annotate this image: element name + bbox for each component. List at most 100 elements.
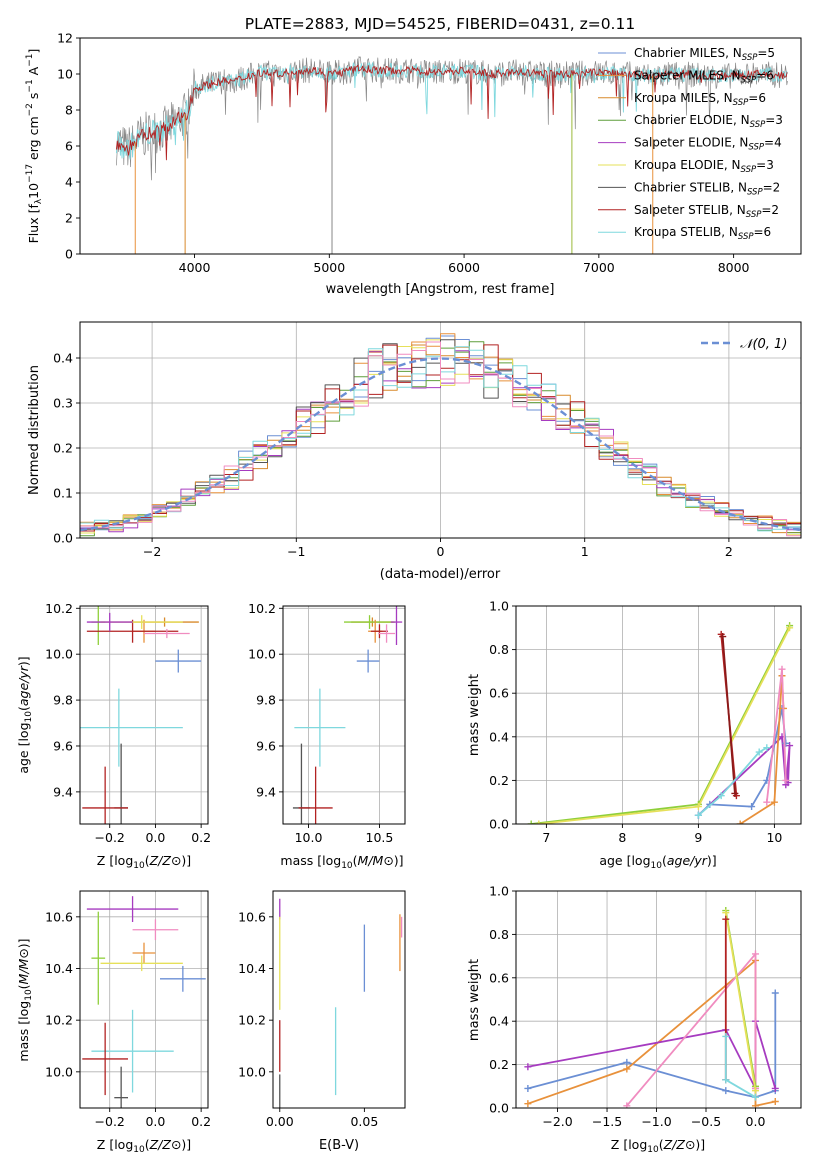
weight-point-marker (771, 989, 779, 997)
y-tick-label: 6 (65, 139, 73, 154)
x-tick-label: 8000 (718, 260, 750, 275)
weight-point-marker (751, 1102, 759, 1108)
weight-series-line (531, 625, 791, 824)
x-tick-label: 5000 (313, 260, 345, 275)
axes-frame (272, 890, 406, 1109)
axes-frame (515, 605, 802, 825)
y-tick-label: 10 (57, 67, 73, 82)
data-spectrum-line (116, 56, 788, 181)
x-tick-label: 0.0 (145, 1114, 165, 1129)
weight-point-marker (694, 803, 702, 811)
y-tick-label: 10.6 (238, 909, 266, 924)
legend-entry: Chabrier STELIB, NSSP=2 (634, 180, 780, 197)
y-tick-label: 10.0 (45, 1064, 73, 1079)
axes-frame (282, 605, 406, 825)
y-tick-label: 10.6 (45, 909, 73, 924)
x-tick-label: −0.2 (95, 1114, 125, 1129)
y-tick-label: 10.2 (45, 601, 73, 616)
plot-area (80, 322, 801, 538)
plot-area (516, 891, 801, 1108)
y-tick-label: 1.0 (489, 599, 509, 614)
weight-point-marker (623, 1102, 631, 1108)
x-tick-label: 9 (694, 830, 702, 845)
y-tick-label: 0.1 (53, 486, 73, 501)
chart-mass-weight-vs-Z: −2.0 −1.5 −1.0 −0.5 0.0 0.0 0.2 0.4 0.6 0.8 1.0 Z [… (467, 884, 802, 1155)
y-axis-label: Normed distribution (27, 365, 42, 495)
legend-entry: Chabrier ELODIE, NSSP=3 (634, 113, 783, 130)
x-tick-label: 8 (618, 830, 626, 845)
y-tick-label: 2 (65, 211, 73, 226)
x-tick-label: 0 (437, 544, 445, 559)
y-tick-label: 9.8 (53, 693, 73, 708)
y-tick-label: 4 (65, 175, 73, 190)
figure-title: PLATE=2883, MJD=54525, FIBERID=0431, z=0… (245, 15, 635, 33)
y-tick-label: 0.6 (489, 686, 509, 701)
plot-area (115, 56, 788, 254)
weight-series-line (538, 627, 791, 824)
weight-point-marker (623, 1065, 631, 1073)
weight-point-marker (755, 748, 763, 756)
weight-point-marker (782, 776, 790, 784)
y-tick-label: 0.2 (489, 1057, 509, 1072)
x-axis-label: wavelength [Angstrom, rest frame] (326, 282, 555, 297)
weight-point-marker (535, 820, 543, 824)
axes-frame (79, 37, 802, 255)
plot-area (80, 891, 208, 1108)
weight-series-line (721, 636, 736, 794)
axes-frame (515, 890, 802, 1109)
y-axis-label: Flux [fλ10−17 erg cm−2 s−1 A−1] (25, 49, 44, 244)
weight-point-marker (782, 739, 790, 747)
x-tick-label: −1 (287, 544, 305, 559)
y-tick-label: 0.2 (53, 441, 73, 456)
y-tick-label: 0.2 (489, 773, 509, 788)
y-tick-label: 10.2 (238, 1013, 266, 1028)
weight-point-marker (719, 633, 727, 641)
legend-entry: Kroupa STELIB, NSSP=6 (634, 225, 771, 242)
x-tick-label: −1.0 (641, 1114, 671, 1129)
axes-frame (79, 605, 209, 825)
y-tick-label: 0.0 (53, 531, 73, 546)
plot-area (516, 606, 801, 824)
x-tick-label: −2 (143, 544, 161, 559)
x-tick-label: 0.00 (266, 1114, 294, 1129)
x-tick-label: 7 (542, 830, 550, 845)
weight-point-marker (623, 1058, 631, 1066)
weight-series-line (697, 707, 787, 816)
x-tick-label: −0.2 (95, 830, 125, 845)
weight-point-marker (770, 798, 778, 806)
chart-residual-histogram: −2 −1 0 1 2 0.0 0.1 0.2 0.3 0.4 𝒩(0, 1) (data-model… (27, 321, 802, 582)
y-tick-label: 0.4 (489, 729, 509, 744)
x-tick-label: 0.2 (191, 1114, 211, 1129)
y-tick-label: 10.2 (45, 1013, 73, 1028)
y-tick-label: 0.6 (489, 970, 509, 985)
weight-point-marker (694, 811, 702, 819)
weight-point-marker (527, 820, 535, 824)
y-tick-label: 10.0 (45, 647, 73, 662)
chart-mass-vs-EBV: 0.00 0.05 10.0 10.2 10.4 10.6 E(B-V) (238, 890, 406, 1153)
y-tick-label: 10.0 (238, 1064, 266, 1079)
x-tick-label: 0.0 (746, 1114, 766, 1129)
x-tick-label: 6000 (448, 260, 480, 275)
weight-point-marker (771, 1084, 779, 1092)
weight-point-marker (722, 915, 730, 923)
x-tick-label: −0.5 (691, 1114, 721, 1129)
y-tick-label: 0.8 (489, 642, 509, 657)
chart-mass-weight-vs-age: 7 8 9 10 0.0 0.2 0.4 0.6 0.8 1.0 age [log10(age/yr… (467, 599, 802, 871)
chart-spectrum: 4000 5000 6000 7000 8000 0 2 4 6 8 10 12 Chabrier MI… (25, 31, 802, 297)
y-tick-label: 1.0 (489, 884, 509, 899)
model-spectrum-kroupa-stelib (115, 62, 788, 160)
weight-point-marker (763, 798, 771, 806)
y-tick-label: 0.4 (489, 1014, 509, 1029)
legend-entry: Salpeter STELIB, NSSP=2 (634, 203, 779, 220)
x-tick-label: −2.0 (542, 1114, 572, 1129)
y-tick-label: 0.3 (53, 396, 73, 411)
x-tick-label: 0.2 (191, 830, 211, 845)
y-tick-label: 9.6 (256, 738, 276, 753)
y-axis-label: age [log10(age/yr)] (16, 656, 34, 773)
weight-point-marker (736, 820, 744, 824)
y-tick-label: 10.0 (248, 647, 276, 662)
y-tick-label: 0 (65, 247, 73, 262)
x-tick-label: 7000 (583, 260, 615, 275)
weight-point-marker (717, 792, 725, 800)
